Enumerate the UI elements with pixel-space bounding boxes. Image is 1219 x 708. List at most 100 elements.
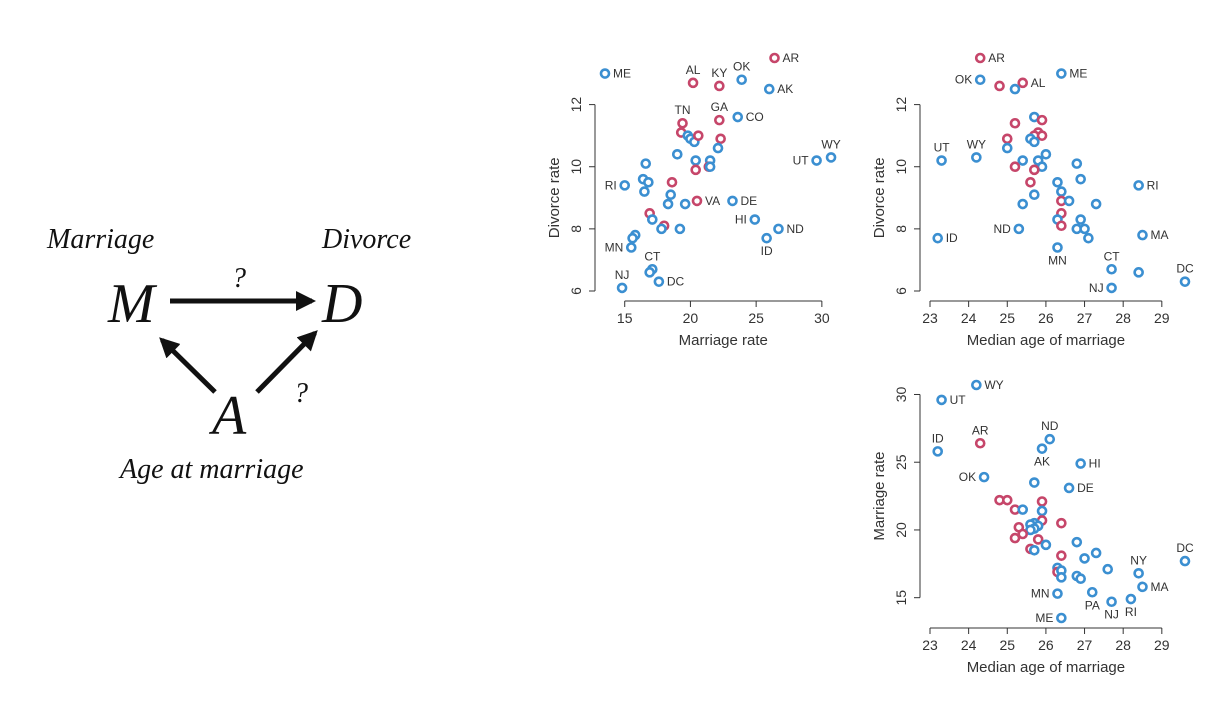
x-tick-label: 27 bbox=[1077, 637, 1093, 653]
data-point bbox=[599, 68, 611, 79]
data-point bbox=[1075, 458, 1086, 469]
point-label: WY bbox=[821, 137, 840, 151]
x-tick-label: 26 bbox=[1038, 637, 1054, 653]
data-point bbox=[691, 195, 703, 207]
data-point bbox=[1029, 544, 1040, 556]
data-point bbox=[1036, 505, 1048, 517]
data-point bbox=[619, 180, 631, 191]
data-point bbox=[639, 186, 650, 197]
point-label: ND bbox=[786, 222, 804, 236]
x-tick-label: 29 bbox=[1154, 637, 1170, 653]
x-tick-label: 30 bbox=[814, 310, 830, 326]
x-axis-title: Median age of marriage bbox=[967, 659, 1125, 676]
point-label: CO bbox=[746, 110, 764, 124]
data-point bbox=[1125, 593, 1137, 605]
point-label: ND bbox=[1041, 419, 1059, 433]
data-point bbox=[643, 176, 654, 188]
point-label: ND bbox=[994, 222, 1012, 236]
data-point bbox=[1133, 180, 1144, 191]
y-tick-label: 20 bbox=[893, 522, 909, 538]
point-label: AL bbox=[686, 63, 701, 77]
data-point bbox=[932, 232, 944, 244]
point-label: ME bbox=[1069, 67, 1087, 81]
data-point bbox=[656, 223, 667, 235]
point-label: UT bbox=[934, 141, 951, 155]
point-label: PA bbox=[1085, 598, 1100, 612]
x-tick-label: 28 bbox=[1115, 310, 1131, 326]
data-point bbox=[1029, 164, 1040, 176]
point-label: DC bbox=[667, 275, 685, 289]
data-point bbox=[763, 83, 775, 95]
point-label: AK bbox=[777, 82, 793, 96]
point-label: ME bbox=[613, 67, 631, 81]
data-point bbox=[1079, 553, 1090, 564]
point-label: HI bbox=[735, 213, 747, 227]
data-point bbox=[1001, 142, 1013, 154]
data-point bbox=[1106, 282, 1117, 294]
data-point bbox=[1001, 494, 1013, 506]
point-label: WY bbox=[967, 137, 986, 151]
data-point bbox=[715, 133, 726, 145]
data-point bbox=[640, 158, 652, 169]
data-point bbox=[936, 155, 947, 166]
data-point bbox=[974, 74, 986, 86]
y-tick-label: 12 bbox=[893, 97, 909, 113]
data-point bbox=[1102, 563, 1114, 575]
data-point bbox=[736, 74, 747, 86]
node-d: D bbox=[321, 273, 362, 335]
data-point bbox=[625, 242, 637, 253]
point-label: VA bbox=[705, 194, 720, 208]
data-point bbox=[1090, 547, 1102, 559]
data-point bbox=[653, 276, 665, 287]
data-point bbox=[1133, 267, 1144, 278]
data-point bbox=[936, 394, 947, 406]
data-point bbox=[974, 437, 986, 449]
point-label: RI bbox=[1147, 178, 1159, 192]
y-tick-label: 30 bbox=[893, 386, 909, 402]
point-label: CT bbox=[1104, 249, 1121, 263]
data-point bbox=[749, 214, 761, 225]
data-point bbox=[1137, 229, 1148, 241]
data-point bbox=[1075, 173, 1086, 185]
x-axis-title: Marriage rate bbox=[679, 332, 768, 349]
y-tick-label: 8 bbox=[893, 225, 909, 233]
marriage-label: Marriage bbox=[46, 224, 154, 255]
data-point bbox=[1017, 198, 1029, 210]
data-point bbox=[712, 142, 724, 154]
point-label: RI bbox=[1125, 605, 1137, 619]
data-point bbox=[1056, 186, 1067, 197]
y-tick-label: 6 bbox=[568, 287, 584, 295]
y-tick-label: 12 bbox=[568, 97, 584, 113]
data-point bbox=[971, 379, 982, 391]
y-tick-label: 10 bbox=[568, 159, 584, 175]
point-label: OK bbox=[955, 73, 972, 87]
data-point bbox=[825, 152, 837, 163]
point-label: ID bbox=[932, 431, 944, 445]
data-point bbox=[1032, 534, 1044, 545]
data-point bbox=[732, 111, 744, 123]
y-tick-label: 15 bbox=[893, 590, 909, 606]
point-label: DC bbox=[1176, 541, 1194, 555]
data-point bbox=[1079, 223, 1090, 235]
x-tick-label: 20 bbox=[683, 310, 699, 326]
data-point bbox=[1029, 136, 1040, 148]
point-label: ID bbox=[946, 231, 958, 245]
data-point bbox=[1075, 573, 1086, 585]
x-tick-label: 24 bbox=[961, 310, 977, 326]
data-point bbox=[1052, 588, 1063, 599]
data-point bbox=[1025, 176, 1036, 188]
scatter-age-vs-marriage-rate: 23 24 25 26 27 28 29 Median age of marriage 15 20… bbox=[871, 378, 1194, 676]
point-label: WY bbox=[984, 378, 1003, 392]
x-tick-label: 23 bbox=[922, 310, 938, 326]
point-label: MN bbox=[605, 241, 624, 255]
x-tick-label: 23 bbox=[922, 637, 938, 653]
scatter-marriage-rate-vs-divorce-rate: 15 20 25 30 Marriage rate 6 8 10 12 Divorce rate M… bbox=[546, 51, 841, 349]
data-point bbox=[1090, 198, 1102, 210]
point-label: MN bbox=[1031, 587, 1050, 601]
data-point bbox=[693, 130, 704, 141]
data-point bbox=[1013, 223, 1025, 235]
data-point bbox=[1075, 214, 1086, 225]
data-point bbox=[1036, 114, 1048, 126]
point-label: HI bbox=[1089, 457, 1101, 471]
point-label: DE bbox=[1077, 481, 1094, 495]
